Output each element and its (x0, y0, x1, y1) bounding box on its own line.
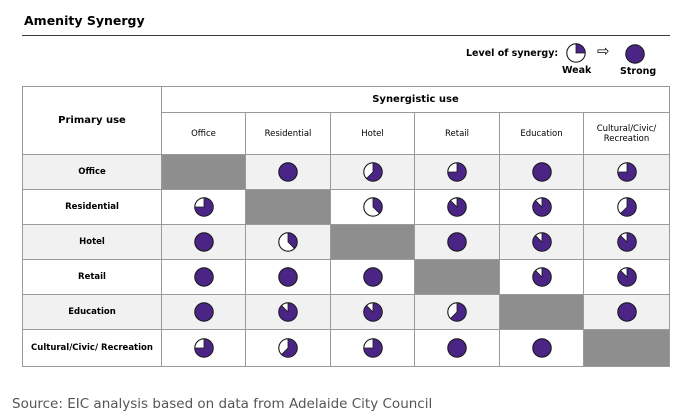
source-note: Source: EIC analysis based on data from … (12, 396, 433, 412)
synergy-pie-icon (278, 232, 298, 252)
synergy-cell (414, 224, 500, 260)
title-divider (22, 35, 670, 36)
column-header-education: Education (499, 112, 584, 155)
synergy-cell (330, 329, 415, 367)
row-header-hotel: Hotel (22, 224, 162, 260)
synergy-cell (499, 329, 584, 367)
synergy-cell (583, 224, 670, 260)
synergy-cell (414, 329, 500, 367)
legend-weak-icon (566, 43, 586, 63)
synergy-pie-icon (531, 162, 552, 182)
column-header-cultural-civic-recreation: Cultural/Civic/ Recreation (583, 112, 670, 155)
synergy-cell (499, 259, 584, 295)
legend-weak-label: Weak (562, 65, 592, 76)
synergy-cell (245, 154, 331, 190)
synergy-cell (245, 224, 331, 260)
not-applicable-cell (161, 154, 246, 190)
synergy-pie-icon (616, 267, 637, 287)
synergy-matrix: Primary use Synergistic use Office Reside… (22, 86, 670, 367)
synergy-cell (161, 259, 246, 295)
row-header-office: Office (22, 154, 162, 190)
synergistic-use-header: Synergistic use (161, 86, 670, 113)
synergy-cell (245, 259, 331, 295)
row-header-education: Education (22, 294, 162, 330)
synergy-cell (414, 294, 500, 330)
column-header-retail: Retail (414, 112, 500, 155)
synergy-pie-icon (193, 302, 214, 322)
synergy-pie-icon (616, 232, 637, 252)
column-header-office: Office (161, 112, 246, 155)
column-header-residential: Residential (245, 112, 331, 155)
synergy-pie-icon (362, 338, 383, 358)
synergy-cell (161, 189, 246, 225)
synergy-pie-icon (278, 302, 298, 322)
synergy-cell (414, 189, 500, 225)
synergy-pie-icon (362, 302, 383, 322)
synergy-cell (330, 154, 415, 190)
synergy-pie-icon (447, 162, 467, 182)
row-header-retail: Retail (22, 259, 162, 295)
not-applicable-cell (583, 329, 670, 367)
synergy-cell (330, 189, 415, 225)
primary-use-header: Primary use (22, 86, 162, 155)
not-applicable-cell (245, 189, 331, 225)
synergy-pie-icon (278, 267, 298, 287)
row-header-cultural-civic-recreation: Cultural/Civic/ Recreation (22, 329, 162, 367)
synergy-pie-icon (362, 162, 383, 182)
synergy-cell (330, 259, 415, 295)
synergy-cell (245, 294, 331, 330)
legend-label: Level of synergy: (466, 48, 559, 59)
synergy-pie-icon (531, 267, 552, 287)
synergy-cell (330, 294, 415, 330)
synergy-pie-icon (447, 338, 467, 358)
synergy-cell (499, 189, 584, 225)
not-applicable-cell (414, 259, 500, 295)
legend-strong-icon (625, 44, 645, 64)
synergy-pie-icon (531, 232, 552, 252)
synergy-pie-icon (193, 338, 214, 358)
synergy-cell (583, 259, 670, 295)
synergy-pie-icon (447, 302, 467, 322)
synergy-cell (583, 294, 670, 330)
table-row: Education (22, 294, 670, 330)
synergy-pie-icon (447, 232, 467, 252)
synergy-pie-icon (616, 302, 637, 322)
synergy-pie-icon (278, 162, 298, 182)
column-header-hotel: Hotel (330, 112, 415, 155)
synergy-pie-icon (193, 267, 214, 287)
table-row: Office (22, 154, 670, 190)
not-applicable-cell (330, 224, 415, 260)
synergy-cell (414, 154, 500, 190)
table-row: Residential (22, 189, 670, 225)
synergy-pie-icon (447, 197, 467, 217)
synergy-cell (583, 154, 670, 190)
row-header-residential: Residential (22, 189, 162, 225)
synergy-cell (583, 189, 670, 225)
table-row: Retail (22, 259, 670, 295)
synergy-cell (161, 294, 246, 330)
chart-title: Amenity Synergy (24, 13, 145, 28)
table-row: Hotel (22, 224, 670, 260)
not-applicable-cell (499, 294, 584, 330)
table-row: Cultural/Civic/ Recreation (22, 329, 670, 367)
synergy-cell (245, 329, 331, 367)
synergy-pie-icon (193, 232, 214, 252)
synergy-pie-icon (193, 197, 214, 217)
synergy-pie-icon (531, 338, 552, 358)
synergy-cell (499, 154, 584, 190)
synergy-cell (161, 329, 246, 367)
synergy-pie-icon (362, 267, 383, 287)
synergy-cell (499, 224, 584, 260)
arrow-right-icon: ⇨ (597, 42, 610, 60)
synergy-pie-icon (278, 338, 298, 358)
legend-strong-label: Strong (620, 66, 657, 77)
synergy-pie-icon (531, 197, 552, 217)
synergy-cell (161, 224, 246, 260)
synergy-pie-icon (362, 197, 383, 217)
synergy-pie-icon (616, 197, 637, 217)
synergy-pie-icon (616, 162, 637, 182)
